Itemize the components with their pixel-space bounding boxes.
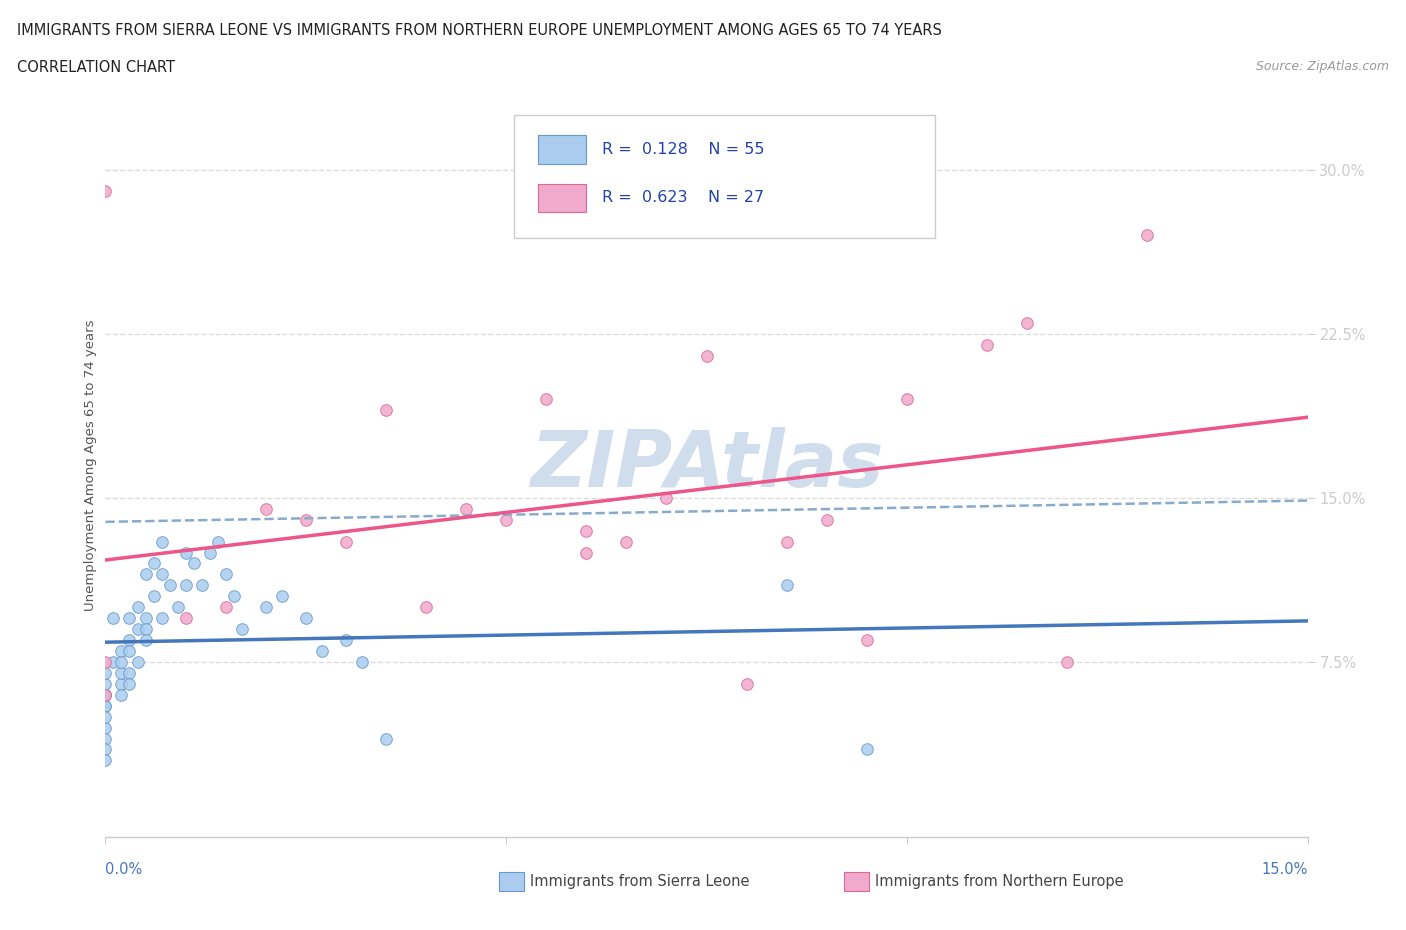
- Point: [1136, 228, 1159, 243]
- Point: [1056, 655, 1078, 670]
- Point: [94, 687, 117, 702]
- Point: [110, 644, 132, 658]
- Point: [103, 655, 125, 670]
- Y-axis label: Unemployment Among Ages 65 to 74 years: Unemployment Among Ages 65 to 74 years: [84, 319, 97, 611]
- Point: [190, 578, 212, 592]
- Point: [231, 621, 253, 636]
- Point: [350, 655, 373, 670]
- Point: [94, 666, 117, 681]
- Point: [575, 545, 598, 560]
- Point: [183, 556, 205, 571]
- Point: [254, 501, 277, 516]
- Point: [655, 490, 678, 505]
- Text: Immigrants from Northern Europe: Immigrants from Northern Europe: [875, 874, 1123, 889]
- Point: [295, 611, 318, 626]
- Point: [135, 632, 157, 647]
- Point: [616, 534, 638, 549]
- Point: [270, 589, 292, 604]
- Point: [159, 578, 181, 592]
- Point: [94, 710, 117, 724]
- Point: [94, 687, 117, 702]
- Point: [207, 534, 229, 549]
- Point: [94, 676, 117, 691]
- Point: [495, 512, 517, 527]
- Point: [110, 655, 132, 670]
- Point: [135, 567, 157, 582]
- Point: [110, 676, 132, 691]
- Point: [142, 589, 165, 604]
- Point: [174, 578, 197, 592]
- Point: [150, 534, 173, 549]
- Point: [127, 621, 149, 636]
- Point: [94, 184, 117, 199]
- Point: [135, 611, 157, 626]
- Text: R =  0.623    N = 27: R = 0.623 N = 27: [602, 191, 763, 206]
- Point: [1017, 315, 1039, 330]
- Point: [776, 578, 799, 592]
- Point: [118, 644, 141, 658]
- Text: Immigrants from Sierra Leone: Immigrants from Sierra Leone: [530, 874, 749, 889]
- Text: Source: ZipAtlas.com: Source: ZipAtlas.com: [1256, 60, 1389, 73]
- Point: [214, 567, 236, 582]
- Bar: [538, 184, 586, 212]
- Point: [415, 600, 437, 615]
- Point: [94, 720, 117, 735]
- Point: [110, 687, 132, 702]
- Point: [118, 666, 141, 681]
- Point: [254, 600, 277, 615]
- Point: [127, 600, 149, 615]
- Point: [855, 632, 877, 647]
- Text: IMMIGRANTS FROM SIERRA LEONE VS IMMIGRANTS FROM NORTHERN EUROPE UNEMPLOYMENT AMO: IMMIGRANTS FROM SIERRA LEONE VS IMMIGRAN…: [17, 23, 942, 38]
- Point: [335, 632, 357, 647]
- Point: [135, 621, 157, 636]
- Point: [94, 698, 117, 713]
- Point: [142, 556, 165, 571]
- Point: [94, 742, 117, 757]
- Text: 0.0%: 0.0%: [105, 862, 142, 877]
- Text: R =  0.128    N = 55: R = 0.128 N = 55: [602, 142, 765, 157]
- Point: [118, 676, 141, 691]
- Point: [94, 687, 117, 702]
- Point: [150, 611, 173, 626]
- Point: [118, 611, 141, 626]
- Point: [575, 524, 598, 538]
- Point: [776, 534, 799, 549]
- Point: [896, 392, 918, 406]
- Point: [735, 676, 758, 691]
- Point: [815, 512, 838, 527]
- Point: [454, 501, 477, 516]
- Point: [335, 534, 357, 549]
- Point: [198, 545, 221, 560]
- Point: [103, 611, 125, 626]
- Point: [110, 666, 132, 681]
- Point: [976, 338, 998, 352]
- Point: [311, 644, 333, 658]
- Point: [534, 392, 557, 406]
- FancyBboxPatch shape: [515, 115, 935, 238]
- Point: [94, 655, 117, 670]
- Bar: [538, 136, 586, 164]
- Point: [118, 632, 141, 647]
- Point: [295, 512, 318, 527]
- Text: ZIPAtlas: ZIPAtlas: [530, 427, 883, 503]
- Point: [166, 600, 188, 615]
- Point: [174, 545, 197, 560]
- Point: [174, 611, 197, 626]
- Point: [94, 731, 117, 746]
- Text: CORRELATION CHART: CORRELATION CHART: [17, 60, 174, 75]
- Point: [855, 742, 877, 757]
- Text: 15.0%: 15.0%: [1261, 862, 1308, 877]
- Point: [150, 567, 173, 582]
- Point: [94, 698, 117, 713]
- Point: [696, 348, 718, 363]
- Point: [127, 655, 149, 670]
- Point: [222, 589, 245, 604]
- Point: [374, 403, 398, 418]
- Point: [214, 600, 236, 615]
- Point: [374, 731, 398, 746]
- Point: [94, 753, 117, 768]
